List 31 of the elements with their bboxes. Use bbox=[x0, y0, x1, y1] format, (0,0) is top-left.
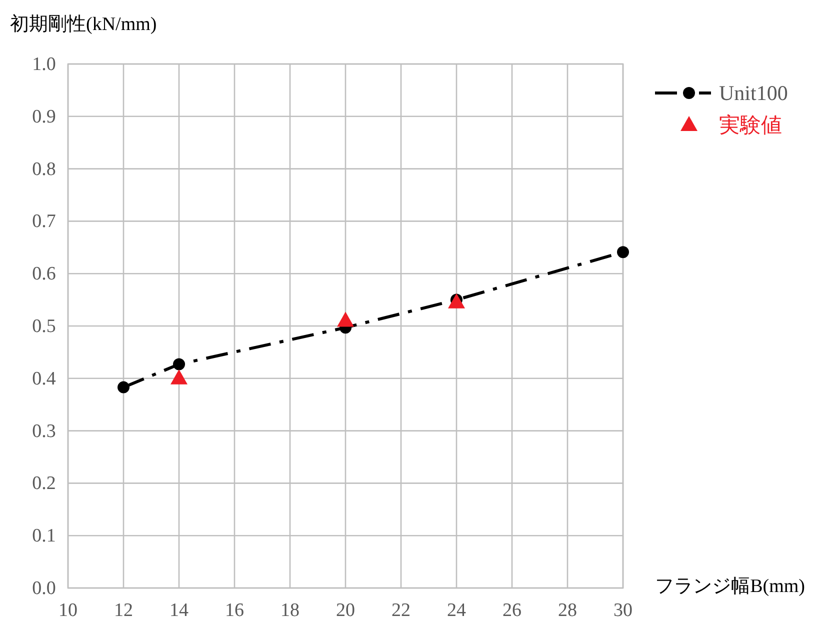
y-tick-label: 0.3 bbox=[32, 420, 56, 442]
y-tick-label: 1.0 bbox=[32, 54, 56, 75]
x-tick-label: 28 bbox=[558, 600, 577, 621]
x-tick-label: 12 bbox=[114, 600, 133, 621]
point bbox=[617, 246, 629, 258]
y-tick-label: 0.1 bbox=[32, 526, 56, 547]
y-tick-label: 0.2 bbox=[32, 473, 56, 494]
point bbox=[337, 312, 354, 327]
point bbox=[173, 358, 185, 370]
x-tick-label: 24 bbox=[447, 600, 466, 621]
y-tick-label: 0.9 bbox=[32, 106, 56, 128]
legend-label: Unit100 bbox=[719, 81, 788, 105]
x-tick-label: 10 bbox=[58, 600, 78, 621]
y-tick-label: 0.0 bbox=[32, 578, 56, 599]
y-axis-title: 初期剛性(kN/mm) bbox=[10, 13, 157, 35]
x-tick-label: 22 bbox=[392, 600, 410, 621]
x-tick-label: 20 bbox=[336, 600, 355, 621]
point bbox=[170, 369, 188, 384]
point bbox=[118, 381, 130, 394]
y-tick-label: 0.4 bbox=[32, 368, 56, 390]
y-tick-label: 0.6 bbox=[32, 264, 56, 285]
y-tick-label: 0.8 bbox=[32, 158, 56, 180]
y-tick-label: 0.5 bbox=[32, 316, 56, 337]
x-tick-label: 26 bbox=[502, 600, 522, 621]
x-tick-label: 14 bbox=[170, 600, 189, 621]
x-axis-title: フランジ幅B(mm) bbox=[655, 576, 805, 597]
x-tick-label: 18 bbox=[280, 600, 300, 621]
y-tick-label: 0.7 bbox=[32, 211, 56, 232]
x-tick-label: 16 bbox=[225, 600, 244, 621]
x-tick-label: 30 bbox=[614, 600, 632, 621]
legend-label: 実験値 bbox=[719, 113, 782, 137]
